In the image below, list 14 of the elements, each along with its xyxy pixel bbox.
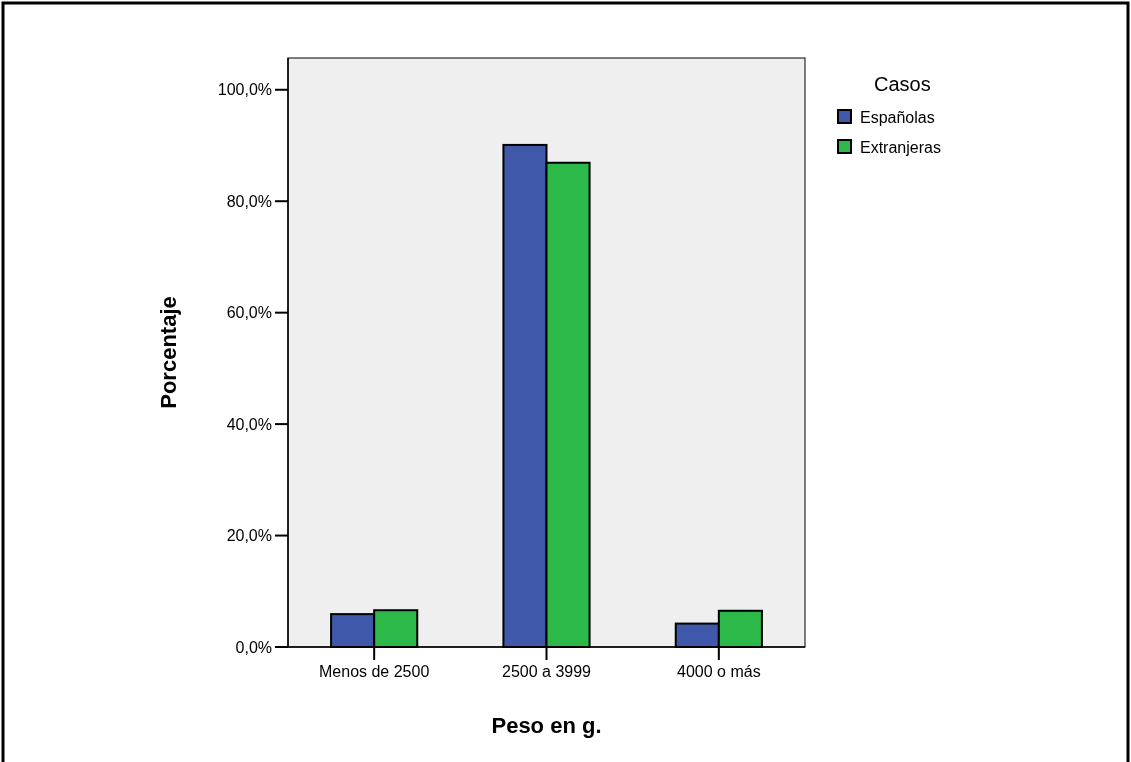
y-tick-label: 80,0%: [226, 192, 272, 210]
y-tick-label: 40,0%: [226, 415, 272, 433]
legend-label: Españolas: [860, 108, 935, 126]
y-tick-label: 60,0%: [226, 304, 272, 322]
legend-title: Casos: [874, 73, 931, 95]
x-tick-label: 4000 o más: [677, 663, 761, 680]
y-tick-label: 0,0%: [235, 638, 272, 656]
y-tick-label: 100,0%: [217, 81, 272, 99]
x-tick-label: Menos de 2500: [319, 663, 430, 680]
y-tick-label: 20,0%: [226, 527, 272, 545]
legend-label: Extranjeras: [860, 138, 941, 156]
y-axis-title: Porcentaje: [156, 296, 181, 409]
x-axis-title: Peso en g.: [491, 713, 602, 738]
x-tick-label: 2500 a 3999: [502, 663, 592, 680]
